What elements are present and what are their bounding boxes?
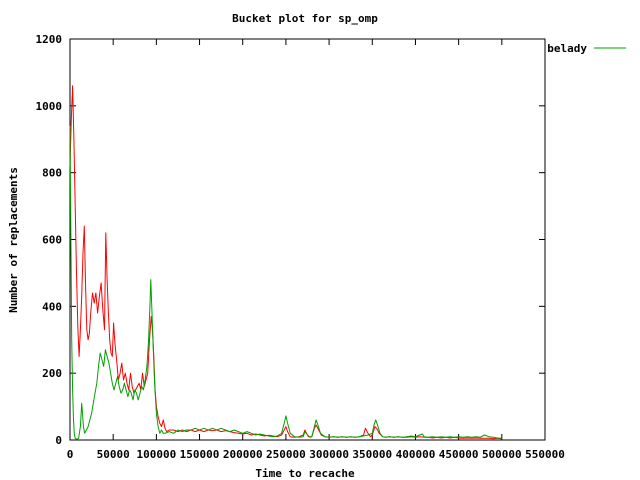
x-tick-label: 500000 <box>482 448 522 461</box>
y-tick-label: 1000 <box>36 100 63 113</box>
x-tick-label: 400000 <box>396 448 436 461</box>
x-tick-label: 150000 <box>180 448 220 461</box>
legend-label-belady: belady <box>547 42 587 55</box>
x-tick-label: 0 <box>67 448 74 461</box>
y-tick-label: 0 <box>55 434 62 447</box>
series-lines <box>69 85 502 440</box>
series-line-series-1 <box>69 85 502 440</box>
y-tick-label: 200 <box>42 367 62 380</box>
x-tick-label: 100000 <box>136 448 176 461</box>
x-tick-label: 250000 <box>266 448 306 461</box>
x-axis-label: Time to recache <box>255 467 355 480</box>
y-tick-label: 600 <box>42 234 62 247</box>
y-axis-label: Number of replacements <box>7 167 20 313</box>
y-tick-label: 400 <box>42 300 62 313</box>
x-tick-label: 550000 <box>525 448 565 461</box>
plot-frame <box>69 38 546 441</box>
x-tick-label: 350000 <box>352 448 392 461</box>
y-tick-label: 1200 <box>36 33 63 46</box>
x-tick-label: 50000 <box>97 448 130 461</box>
x-tick-label: 300000 <box>309 448 349 461</box>
x-tick-label: 200000 <box>223 448 263 461</box>
series-line-belady <box>69 125 502 440</box>
chart-title: Bucket plot for sp_omp <box>232 12 378 25</box>
legend: belady <box>547 42 626 55</box>
x-tick-label: 450000 <box>439 448 479 461</box>
y-tick-label: 800 <box>42 167 62 180</box>
